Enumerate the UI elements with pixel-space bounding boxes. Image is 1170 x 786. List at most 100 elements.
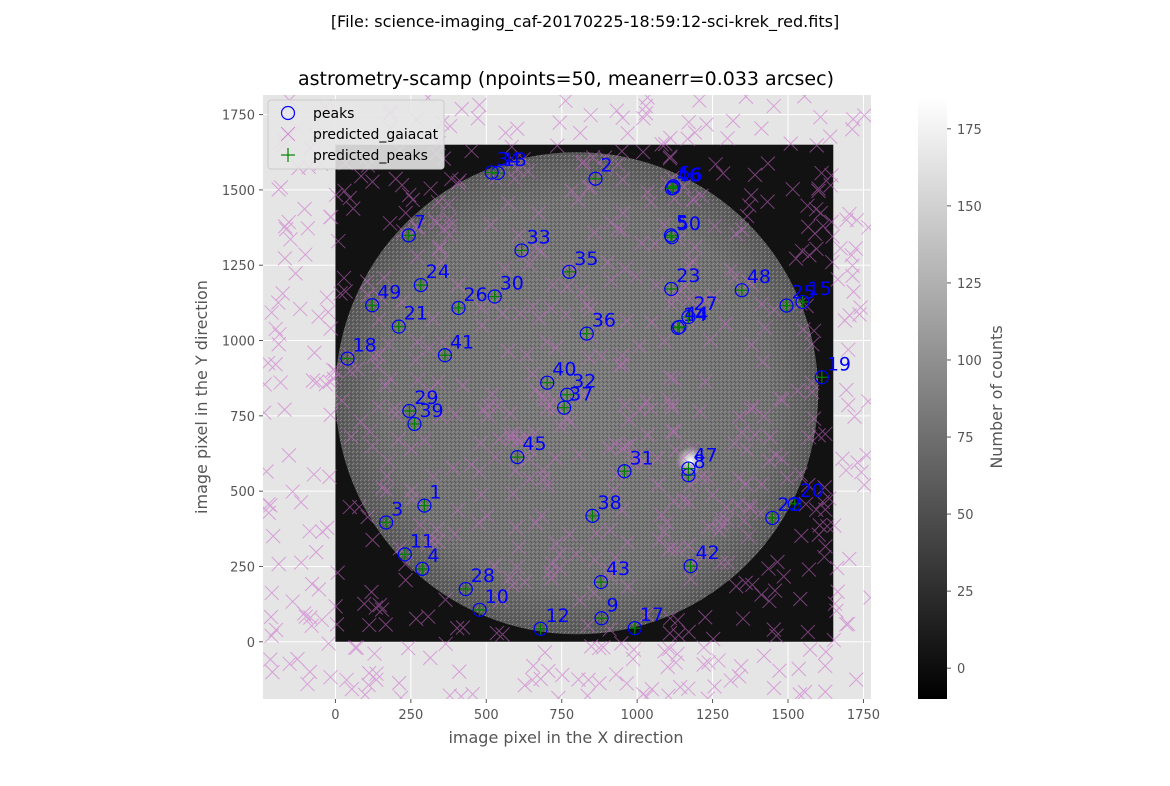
predicted-gaiacat-marker	[818, 644, 834, 660]
predicted-gaiacat-marker	[773, 391, 789, 406]
predicted-gaiacat-marker	[362, 424, 377, 439]
predicted-gaiacat-marker	[692, 404, 708, 419]
predicted-gaiacat-marker	[369, 666, 384, 682]
predicted-gaiacat-marker	[328, 599, 343, 614]
predicted-peak-marker	[765, 510, 780, 525]
predicted-gaiacat-marker	[711, 523, 727, 538]
colorbar-tick-label: 50	[957, 508, 974, 523]
predicted-gaiacat-marker	[635, 144, 651, 160]
predicted-gaiacat-marker	[408, 219, 424, 235]
predicted-gaiacat-marker	[455, 378, 471, 393]
predicted-gaiacat-marker	[720, 555, 736, 571]
predicted-gaiacat-marker	[357, 687, 373, 699]
predicted-gaiacat-marker	[824, 214, 839, 230]
legend-predicted-peaks-symbol	[281, 148, 295, 162]
predicted-gaiacat-marker	[405, 192, 421, 208]
predicted-gaiacat-marker	[602, 622, 618, 637]
predicted-gaiacat-marker	[694, 188, 709, 204]
predicted-gaiacat-marker	[700, 691, 716, 699]
peak-marker	[681, 309, 696, 325]
predicted-gaiacat-marker	[849, 212, 865, 228]
predicted-gaiacat-marker	[744, 577, 760, 593]
predicted-gaiacat-marker	[423, 181, 438, 196]
predicted-gaiacat-marker	[705, 631, 721, 647]
predicted-gaiacat-marker	[700, 470, 716, 486]
point-label: 40	[552, 359, 576, 381]
point-label: 2	[601, 155, 613, 177]
peak-marker	[787, 496, 802, 511]
predicted-gaiacat-marker	[263, 497, 278, 513]
predicted-gaiacat-marker	[527, 426, 543, 441]
predicted-gaiacat-marker	[693, 296, 709, 312]
predicted-gaiacat-marker	[613, 636, 629, 651]
predicted-gaiacat-marker	[263, 464, 274, 479]
point-label: 42	[696, 542, 720, 564]
predicted-gaiacat-marker	[744, 337, 760, 353]
peak-marker	[779, 298, 794, 313]
predicted-gaiacat-markers	[263, 95, 871, 699]
predicted-gaiacat-marker	[434, 254, 449, 270]
predicted-gaiacat-marker	[572, 592, 588, 608]
predicted-gaiacat-marker	[793, 528, 809, 544]
predicted-gaiacat-marker	[521, 451, 537, 467]
predicted-gaiacat-marker	[510, 432, 526, 448]
predicted-gaiacat-marker	[625, 651, 641, 667]
predicted-gaiacat-marker	[438, 636, 454, 652]
predicted-gaiacat-marker	[403, 441, 419, 457]
predicted-gaiacat-marker	[817, 480, 832, 495]
data-point-32: 32	[560, 371, 596, 402]
predicted-peak-marker	[397, 547, 412, 562]
predicted-peak-marker	[562, 264, 577, 279]
predicted-gaiacat-marker	[776, 569, 792, 584]
predicted-gaiacat-marker	[650, 477, 666, 493]
predicted-gaiacat-marker	[342, 499, 358, 515]
data-point-3: 3	[379, 498, 403, 530]
predicted-gaiacat-marker	[687, 240, 703, 255]
predicted-gaiacat-marker	[766, 98, 782, 114]
predicted-gaiacat-marker	[549, 536, 564, 551]
predicted-gaiacat-marker	[364, 584, 379, 600]
point-label: 6	[678, 162, 690, 184]
predicted-gaiacat-marker	[754, 121, 769, 136]
data-point-42: 42	[683, 542, 720, 574]
predicted-gaiacat-marker	[620, 534, 635, 550]
y-tick-label: 250	[230, 560, 255, 575]
peak-marker	[472, 602, 487, 617]
predicted-gaiacat-marker	[666, 424, 682, 440]
predicted-gaiacat-marker	[694, 469, 709, 485]
predicted-gaiacat-marker	[723, 673, 739, 688]
peak-marker	[765, 510, 780, 526]
predicted-gaiacat-marker	[400, 640, 416, 656]
legend-entry-predicted-gaiacat: predicted_gaiacat	[280, 126, 439, 143]
predicted-peak-marker	[681, 310, 696, 325]
predicted-gaiacat-marker	[273, 375, 288, 390]
data-point-12: 12	[533, 605, 570, 636]
predicted-gaiacat-marker	[609, 467, 625, 483]
data-point-22: 22	[765, 494, 802, 526]
predicted-gaiacat-marker	[283, 231, 298, 247]
predicted-gaiacat-marker	[615, 172, 631, 187]
predicted-gaiacat-marker	[664, 396, 679, 412]
colorbar-tick-label: 75	[957, 431, 974, 446]
predicted-gaiacat-marker	[323, 669, 338, 685]
predicted-gaiacat-marker	[522, 471, 537, 487]
predicted-gaiacat-marker	[285, 594, 301, 609]
predicted-gaiacat-marker	[558, 307, 574, 322]
predicted-gaiacat-marker	[615, 440, 631, 456]
peak-marker	[670, 320, 685, 335]
predicted-gaiacat-marker	[412, 517, 428, 533]
predicted-gaiacat-marker	[739, 208, 755, 224]
predicted-gaiacat-marker	[702, 332, 718, 348]
predicted-gaiacat-marker	[473, 435, 489, 451]
predicted-gaiacat-marker	[544, 570, 559, 586]
predicted-gaiacat-marker	[420, 609, 436, 625]
colorbar-tick-label: 125	[957, 277, 982, 292]
predicted-gaiacat-marker	[318, 376, 334, 392]
x-tick-label: 0	[331, 708, 339, 723]
predicted-gaiacat-marker	[848, 241, 864, 256]
predicted-gaiacat-marker	[619, 676, 635, 691]
predicted-gaiacat-marker	[661, 392, 677, 407]
predicted-gaiacat-marker	[429, 522, 445, 537]
predicted-gaiacat-marker	[338, 284, 354, 299]
predicted-gaiacat-marker	[333, 286, 348, 301]
